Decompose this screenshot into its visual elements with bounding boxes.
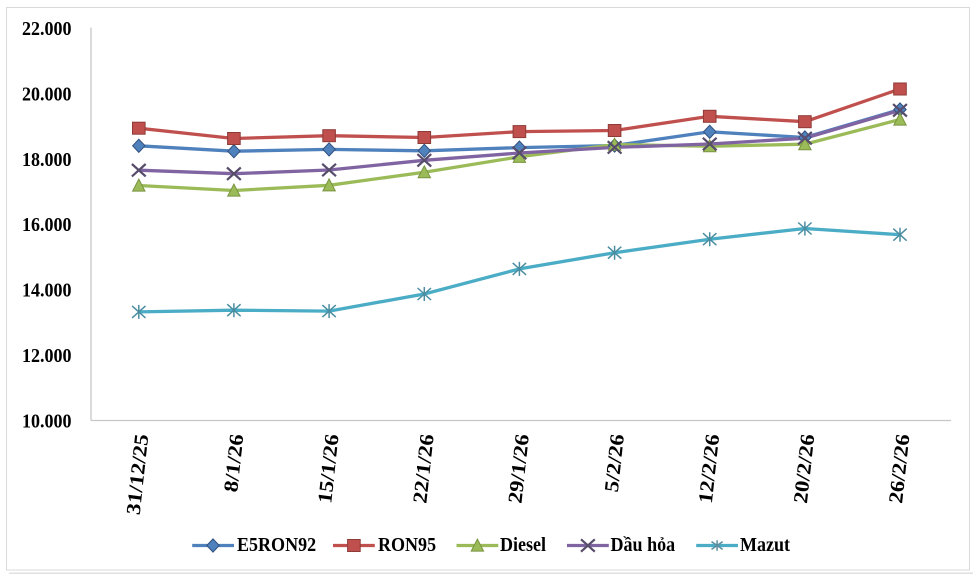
svg-text:12.000: 12.000 (22, 345, 71, 367)
svg-text:Dầu hỏa: Dầu hỏa (611, 534, 676, 556)
svg-text:18.000: 18.000 (22, 149, 71, 171)
svg-text:Mazut: Mazut (740, 534, 791, 556)
svg-text:Diesel: Diesel (500, 534, 547, 556)
svg-text:16.000: 16.000 (22, 214, 71, 236)
svg-text:10.000: 10.000 (22, 411, 71, 433)
svg-text:E5RON92: E5RON92 (237, 534, 316, 556)
svg-text:20.000: 20.000 (22, 84, 71, 106)
svg-text:RON95: RON95 (378, 534, 436, 556)
svg-text:14.000: 14.000 (22, 280, 71, 302)
svg-text:22.000: 22.000 (22, 18, 71, 40)
